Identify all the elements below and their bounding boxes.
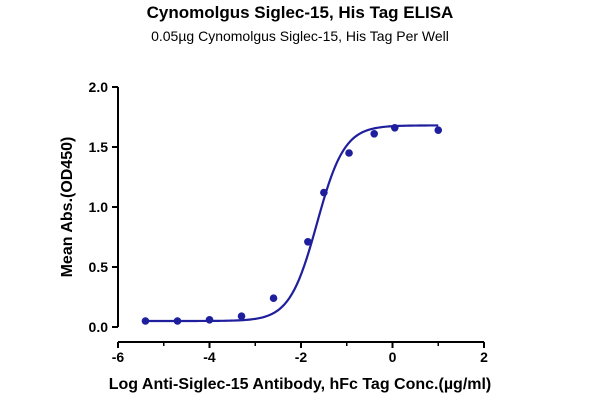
x-axis-label: Log Anti-Siglec-15 Antibody, hFc Tag Con… [108,376,492,393]
data-point [237,312,246,321]
x-tick-label: -4 [203,349,216,365]
data-point [304,238,312,246]
x-tick-label: 0 [389,349,397,365]
fit-curve [145,124,439,323]
data-points-layer [141,124,443,325]
data-point [205,316,214,324]
y-tick-label: 1.0 [89,199,109,215]
data-point [345,149,353,157]
chart-title: Cynomolgus Siglec-15, His Tag ELISA [146,3,454,22]
y-tick-label: 0.0 [89,319,109,335]
chart-subtitle: 0.05µg Cynomolgus Siglec-15, His Tag Per… [151,28,449,44]
data-point [390,124,399,132]
data-point [269,294,278,303]
y-tick-label: 1.5 [89,139,109,155]
data-point [370,130,379,138]
x-tick-label: 2 [480,349,488,365]
data-point [173,317,182,325]
x-tick-label: -6 [112,349,125,365]
fit-curve-layer [145,124,439,323]
x-tick-label: -2 [295,349,308,365]
y-axis-label: Mean Abs.(OD450) [59,137,76,278]
y-tick-label: 2.0 [89,79,109,95]
data-point [434,126,443,134]
axes: 0.0 0.5 1.0 1.5 2.0 -6 -4 -2 0 2 [89,79,489,365]
data-point [320,188,328,197]
data-point [141,317,150,325]
y-tick-label: 0.5 [89,259,109,275]
